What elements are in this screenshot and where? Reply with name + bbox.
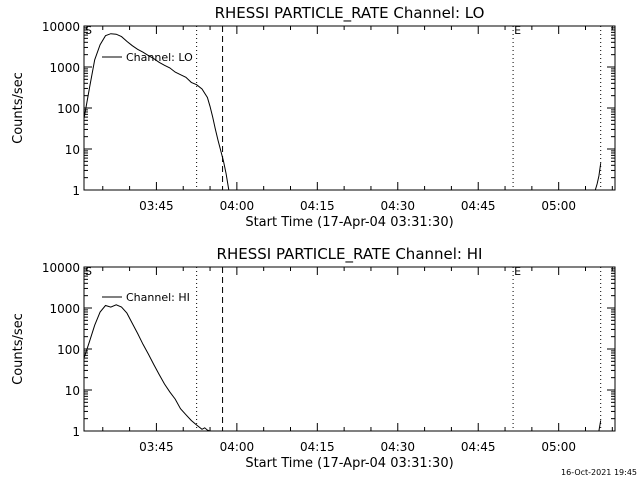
y-axis-label: Counts/sec	[11, 313, 26, 385]
series-line-late	[598, 420, 602, 432]
y-tick-label: 10000	[42, 261, 80, 275]
x-tick-label: 04:15	[300, 440, 335, 454]
x-tick-label: 04:00	[220, 440, 255, 454]
chart-title: RHESSI PARTICLE_RATE Channel: LO	[215, 4, 485, 23]
hi-channel-panel: RHESSI PARTICLE_RATE Channel: HI 1 10 100 10…	[11, 245, 616, 471]
y-axis-label: Counts/sec	[11, 72, 26, 144]
series-line-main	[83, 33, 230, 191]
y-tick-label: 1000	[49, 61, 80, 75]
x-tick-label: 04:45	[461, 440, 496, 454]
x-tick-label: 04:15	[300, 199, 335, 213]
marker-label: E	[514, 265, 521, 278]
lo-channel-panel: RHESSI PARTICLE_RATE Channel: LO 1 10 100 10…	[11, 4, 616, 230]
legend-label: Channel: HI	[126, 291, 190, 304]
x-tick-label: 04:30	[380, 199, 415, 213]
y-tick-label: 1	[72, 184, 80, 198]
x-axis-label: Start Time (17-Apr-04 03:31:30)	[245, 215, 453, 230]
y-tick-label: 10000	[42, 20, 80, 34]
y-tick-label: 100	[57, 102, 80, 116]
marker-label: S	[85, 24, 92, 37]
y-tick-label: 1000	[49, 302, 80, 316]
y-tick-label: 10	[65, 143, 80, 157]
x-tick-label: 03:45	[139, 199, 174, 213]
x-tick-label: 04:00	[220, 199, 255, 213]
marker-label: E	[514, 24, 521, 37]
footer-timestamp: 16-Oct-2021 19:45	[561, 468, 637, 477]
x-tick-label: 04:30	[380, 440, 415, 454]
series-line-main	[83, 304, 211, 432]
x-tick-label: 05:00	[541, 199, 576, 213]
y-tick-label: 10	[65, 384, 80, 398]
marker-label: S	[85, 265, 92, 278]
y-tick-label: 1	[72, 425, 80, 439]
x-tick-label: 03:45	[139, 440, 174, 454]
y-tick-label: 100	[57, 343, 80, 357]
x-tick-label: 05:00	[541, 440, 576, 454]
legend-label: Channel: LO	[126, 51, 193, 64]
x-axis-label: Start Time (17-Apr-04 03:31:30)	[245, 456, 453, 471]
chart-title: RHESSI PARTICLE_RATE Channel: HI	[217, 245, 483, 264]
series-line-late	[594, 163, 602, 191]
x-tick-label: 04:45	[461, 199, 496, 213]
